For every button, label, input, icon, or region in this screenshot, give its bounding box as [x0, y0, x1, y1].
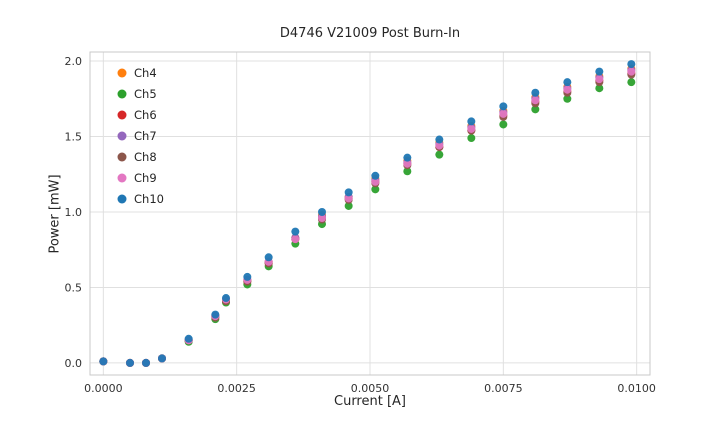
- data-point: [264, 253, 273, 262]
- data-point: [627, 67, 636, 76]
- legend-item-Ch4: Ch4: [117, 66, 157, 80]
- data-point: [344, 188, 353, 197]
- data-point: [403, 167, 412, 176]
- y-tick-label: 1.0: [65, 206, 83, 219]
- y-tick-label: 0.0: [65, 357, 83, 370]
- data-point: [499, 102, 508, 111]
- data-point: [344, 201, 353, 210]
- data-point: [435, 135, 444, 144]
- data-point: [142, 358, 150, 367]
- legend-item-Ch10: Ch10: [117, 192, 164, 206]
- legend-marker-Ch7: [117, 131, 127, 141]
- legend-label: Ch10: [134, 192, 164, 206]
- plot-border: [89, 51, 651, 376]
- data-point: [222, 294, 230, 303]
- legend-item-Ch6: Ch6: [117, 108, 157, 122]
- data-point: [318, 207, 326, 216]
- legend-item-Ch8: Ch8: [117, 150, 157, 164]
- y-tick-label: 0.5: [65, 281, 83, 294]
- chart-title: D4746 V21009 Post Burn-In: [279, 26, 461, 41]
- x-axis-label: Current [A]: [334, 394, 406, 409]
- legend-marker-Ch4: [117, 68, 127, 78]
- data-point: [126, 358, 134, 367]
- data-point: [467, 117, 476, 126]
- data-point: [99, 357, 108, 366]
- data-point: [184, 334, 193, 343]
- data-point: [344, 194, 353, 203]
- data-point: [467, 124, 476, 133]
- x-tick-label: 0.0025: [217, 382, 256, 395]
- y-tick-label: 1.5: [65, 131, 83, 144]
- data-point: [371, 171, 380, 180]
- data-point: [371, 185, 380, 194]
- data-point: [158, 354, 166, 363]
- data-point: [403, 153, 412, 162]
- legend-item-Ch5: Ch5: [117, 87, 157, 101]
- x-tick-label: 0.0050: [351, 382, 390, 395]
- data-point: [435, 141, 444, 150]
- data-point: [531, 96, 540, 105]
- data-point: [291, 235, 300, 244]
- data-point: [403, 159, 412, 168]
- data-point: [627, 78, 636, 87]
- data-point: [563, 78, 572, 87]
- legend-item-Ch7: Ch7: [117, 129, 157, 143]
- x-tick-label: 0.0000: [84, 382, 123, 395]
- data-point: [291, 227, 300, 236]
- series-Ch10: [99, 60, 636, 367]
- legend-label: Ch5: [134, 87, 157, 101]
- x-tick-label: 0.0075: [484, 382, 523, 395]
- data-point: [627, 60, 636, 69]
- data-point: [435, 150, 444, 159]
- data-point: [531, 88, 540, 97]
- legend-label: Ch9: [134, 171, 157, 185]
- tick-labels: 0.0000 0.0025 0.0050 0.0075 0.0100 0.0 0.5 1.0 1…: [65, 55, 656, 395]
- legend-marker-Ch6: [117, 110, 127, 120]
- y-tick-label: 2.0: [65, 55, 83, 68]
- legend-label: Ch4: [134, 66, 157, 80]
- legend-marker-Ch8: [117, 152, 127, 162]
- legend-item-Ch9: Ch9: [117, 171, 157, 185]
- gridlines: [90, 52, 650, 375]
- legend-label: Ch7: [134, 129, 157, 143]
- data-point: [499, 120, 508, 129]
- data-point: [371, 177, 380, 186]
- data-point: [243, 272, 252, 281]
- legend-marker-Ch10: [117, 194, 127, 204]
- x-tick-label: 0.0100: [617, 382, 656, 395]
- data-point: [211, 310, 220, 319]
- data-point: [467, 134, 476, 143]
- data-point: [563, 94, 572, 103]
- legend-marker-Ch5: [117, 89, 127, 99]
- legend-label: Ch8: [134, 150, 157, 164]
- data-point: [595, 84, 604, 93]
- data-point: [499, 109, 508, 118]
- legend-label: Ch6: [134, 108, 157, 122]
- data-point: [531, 105, 540, 114]
- legend-marker-Ch9: [117, 173, 127, 183]
- data-point: [563, 85, 572, 94]
- data-point: [318, 214, 326, 223]
- data-point: [595, 75, 604, 84]
- legend: Ch4 Ch5 Ch6 Ch7 Ch8 Ch9 Ch10: [117, 66, 164, 206]
- data-point: [595, 67, 604, 76]
